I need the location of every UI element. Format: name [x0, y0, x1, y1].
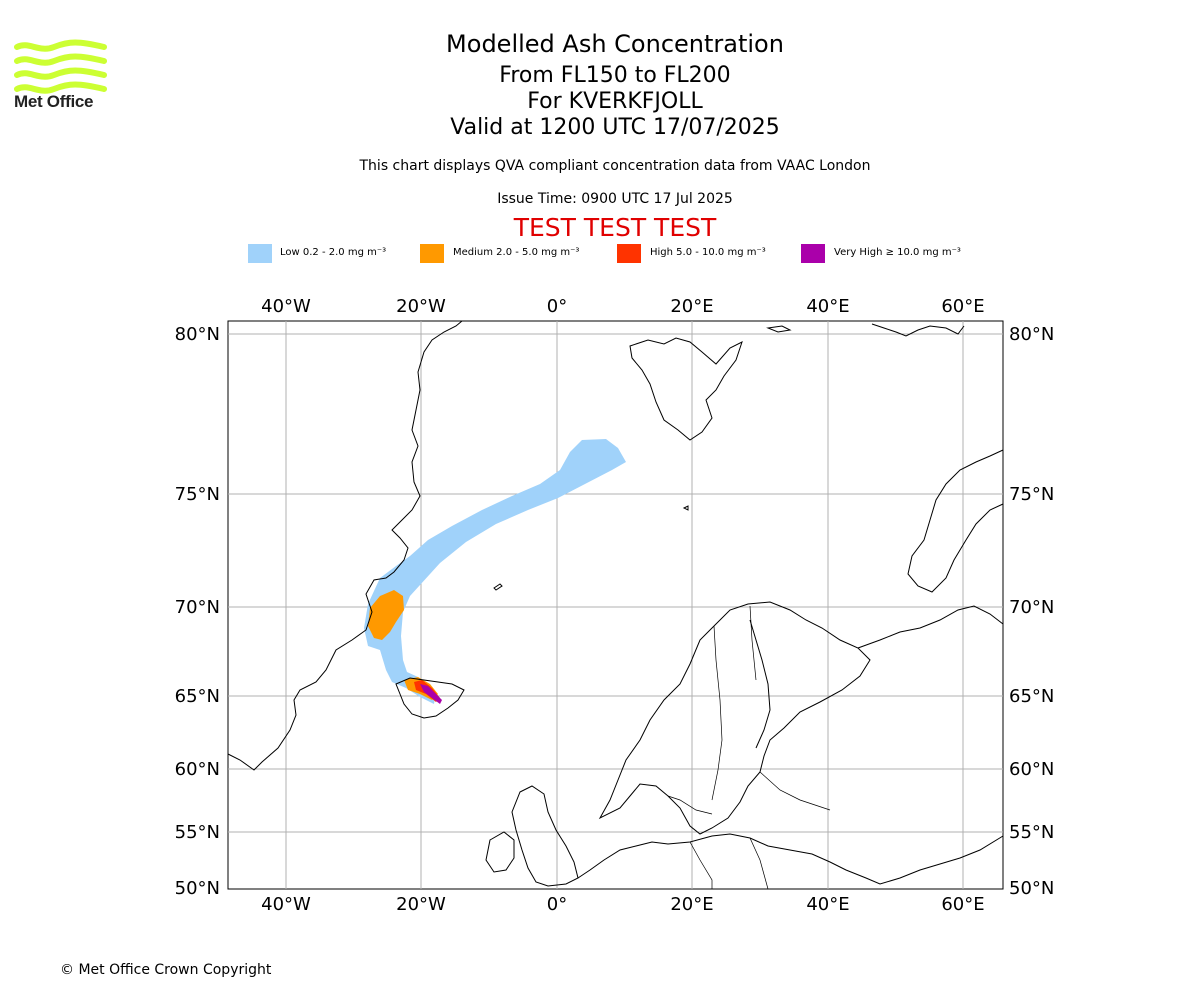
lat-label: 60°N [1009, 759, 1054, 780]
lon-labels-top: 40°W 20°W 0° 20°E 40°E 60°E [261, 296, 984, 317]
lat-label: 55°N [175, 822, 220, 843]
legend-label-medium: Medium 2.0 - 5.0 mg m⁻³ [453, 247, 580, 258]
met-office-logo-text: Met Office [14, 92, 94, 111]
lon-label: 60°E [941, 894, 984, 915]
svalbard-coast [629, 337, 743, 441]
valid-time: Valid at 1200 UTC 17/07/2025 [450, 115, 780, 140]
chart-title: Modelled Ash Concentration [446, 30, 784, 58]
british-isles-coast [511, 785, 579, 887]
lon-label: 20°E [670, 894, 713, 915]
legend-label-low: Low 0.2 - 2.0 mg m⁻³ [280, 247, 387, 258]
coastlines [227, 320, 1004, 887]
lat-label: 70°N [1009, 597, 1054, 618]
lat-label: 75°N [1009, 484, 1054, 505]
lat-label: 55°N [1009, 822, 1054, 843]
flight-level-range: From FL150 to FL200 [499, 63, 731, 88]
legend: Low 0.2 - 2.0 mg m⁻³ Medium 2.0 - 5.0 mg… [248, 244, 1008, 264]
ash-medium-region [368, 590, 404, 640]
lat-label: 60°N [175, 759, 220, 780]
russia-north-coast [857, 605, 1004, 649]
met-office-logo [14, 39, 107, 94]
lat-label: 80°N [1009, 324, 1054, 345]
ash-very-high-region [420, 684, 442, 704]
ireland-coast [485, 831, 515, 873]
lat-label: 80°N [175, 324, 220, 345]
lat-labels-left: 80°N 75°N 70°N 65°N 60°N 55°N 50°N [175, 324, 220, 899]
legend-label-high: High 5.0 - 10.0 mg m⁻³ [650, 247, 766, 258]
lon-labels-bottom: 40°W 20°W 0° 20°E 40°E 60°E [261, 894, 984, 915]
iceland-coast [395, 677, 465, 719]
legend-swatch-medium [420, 244, 444, 263]
lat-labels-right: 80°N 75°N 70°N 65°N 60°N 55°N 50°N [1009, 324, 1054, 899]
chart-subtitle: This chart displays QVA compliant concen… [359, 158, 871, 174]
novaya-zemlya-coast [907, 449, 1004, 593]
europe-coast [577, 833, 1004, 885]
graticule [228, 321, 1003, 889]
lon-label: 0° [547, 894, 567, 915]
jan-mayen-coast [493, 583, 503, 591]
legend-swatch-very-high [801, 244, 825, 263]
lat-label: 65°N [175, 686, 220, 707]
lon-label: 40°E [806, 894, 849, 915]
volcano-name: For KVERKFJOLL [527, 89, 703, 114]
franz-josef-coast [871, 323, 965, 337]
map-frame [227, 320, 1004, 890]
lat-label: 75°N [175, 484, 220, 505]
lat-label: 70°N [175, 597, 220, 618]
ash-low-region [364, 439, 626, 704]
lon-label: 40°W [261, 894, 311, 915]
issue-time: Issue Time: 0900 UTC 17 Jul 2025 [497, 191, 733, 207]
lat-label: 65°N [1009, 686, 1054, 707]
lon-label: 20°W [396, 894, 446, 915]
legend-swatch-low [248, 244, 272, 263]
lat-label: 50°N [1009, 878, 1054, 899]
legend-swatch-high [617, 244, 641, 263]
lat-label: 50°N [175, 878, 220, 899]
lon-label: 40°W [261, 296, 311, 317]
test-banner: TEST TEST TEST [513, 213, 717, 242]
bear-island-coast [682, 505, 689, 511]
lon-label: 40°E [806, 296, 849, 317]
lon-label: 60°E [941, 296, 984, 317]
scandinavia-coast [598, 601, 871, 835]
greenland-coast [227, 320, 463, 771]
lon-label: 20°W [396, 296, 446, 317]
kvitoya-coast [766, 325, 792, 333]
copyright: © Met Office Crown Copyright [60, 962, 272, 978]
finland-coast [749, 619, 771, 749]
lon-label: 20°E [670, 296, 713, 317]
country-borders [667, 605, 831, 890]
lon-label: 0° [547, 296, 567, 317]
legend-label-very-high: Very High ≥ 10.0 mg m⁻³ [834, 247, 961, 258]
